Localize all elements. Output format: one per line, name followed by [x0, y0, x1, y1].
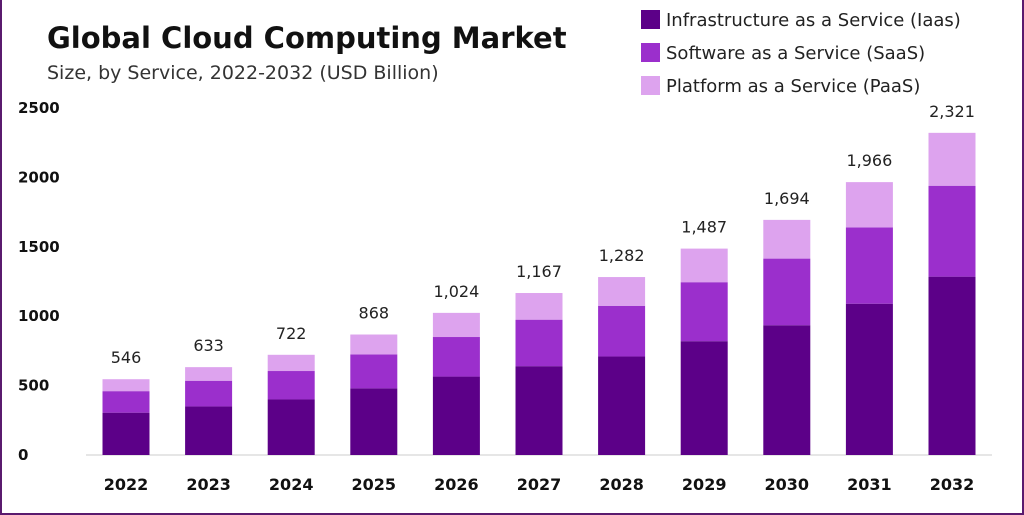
y-tick-label: 2500 — [18, 99, 60, 117]
x-tick-label-2032: 2032 — [930, 475, 975, 494]
total-label-2030: 1,694 — [764, 189, 810, 208]
bar-saas-2023 — [185, 380, 233, 407]
legend-label-paas: Platform as a Service (PaaS) — [666, 76, 920, 97]
total-label-2028: 1,282 — [599, 246, 645, 265]
total-label-2027: 1,167 — [516, 262, 562, 281]
total-label-2024: 722 — [276, 324, 307, 343]
bar-iaas-2028 — [598, 356, 646, 455]
bar-paas-2023 — [185, 367, 233, 381]
y-tick-label: 500 — [18, 377, 49, 395]
bar-iaas-2025 — [350, 388, 398, 455]
bar-paas-2027 — [515, 293, 563, 320]
legend-label-saas: Software as a Service (SaaS) — [666, 43, 925, 64]
bar-iaas-2026 — [432, 376, 480, 455]
total-label-2025: 868 — [359, 304, 390, 323]
bar-saas-2031 — [845, 227, 893, 304]
total-label-2029: 1,487 — [681, 218, 727, 237]
legend-swatch-iaas — [641, 10, 660, 29]
x-tick-label-2026: 2026 — [434, 475, 479, 494]
bar-iaas-2022 — [102, 412, 150, 455]
total-label-2026: 1,024 — [433, 282, 479, 301]
bar-paas-2028 — [598, 277, 646, 306]
legend-swatch-paas — [641, 76, 660, 95]
bar-paas-2030 — [763, 219, 811, 259]
y-tick-label: 0 — [18, 446, 28, 464]
bar-iaas-2031 — [845, 303, 893, 455]
chart-subtitle: Size, by Service, 2022-2032 (USD Billion… — [47, 62, 439, 84]
bar-iaas-2029 — [680, 341, 728, 455]
bars — [102, 132, 976, 455]
x-tick-label-2027: 2027 — [517, 475, 562, 494]
bar-saas-2032 — [928, 185, 976, 277]
bar-iaas-2027 — [515, 366, 563, 455]
legend: Infrastructure as a Service (Iaas) Softw… — [641, 10, 961, 97]
bar-paas-2024 — [267, 354, 315, 372]
x-tick-label-2023: 2023 — [186, 475, 231, 494]
bar-paas-2026 — [432, 312, 480, 338]
legend-swatch-saas — [641, 43, 660, 62]
x-axis: 2022 2023 2024 2025 2026 2027 2028 2029 2030 2031… — [104, 475, 975, 494]
bar-iaas-2030 — [763, 325, 811, 455]
total-label-2032: 2,321 — [929, 102, 975, 121]
bar-saas-2027 — [515, 319, 563, 367]
chart-title: Global Cloud Computing Market — [47, 21, 567, 55]
total-label-2023: 633 — [193, 336, 224, 355]
bar-saas-2025 — [350, 354, 398, 389]
bar-paas-2031 — [845, 182, 893, 228]
total-label-2031: 1,966 — [846, 151, 892, 170]
bar-paas-2029 — [680, 248, 728, 283]
legend-label-iaas: Infrastructure as a Service (Iaas) — [666, 10, 961, 31]
x-tick-label-2031: 2031 — [847, 475, 892, 494]
total-label-2022: 546 — [111, 348, 142, 367]
x-tick-label-2025: 2025 — [352, 475, 397, 494]
bar-paas-2022 — [102, 379, 150, 392]
bar-saas-2022 — [102, 391, 150, 413]
y-axis: 0 500 1000 1500 2000 2500 — [18, 99, 60, 464]
bar-saas-2024 — [267, 371, 315, 400]
bar-paas-2025 — [350, 334, 398, 355]
y-tick-label: 2000 — [18, 168, 60, 186]
bar-saas-2030 — [763, 258, 811, 326]
x-tick-label-2028: 2028 — [599, 475, 644, 494]
bar-saas-2028 — [598, 305, 646, 357]
y-tick-label: 1500 — [18, 238, 60, 256]
bar-iaas-2032 — [928, 276, 976, 455]
bar-saas-2026 — [432, 337, 480, 377]
y-tick-label: 1000 — [18, 307, 60, 325]
total-labels: 546 633 722 868 1,024 1,167 1,282 1,487 1,694 1,9… — [111, 102, 975, 367]
bar-iaas-2024 — [267, 399, 315, 455]
x-tick-label-2022: 2022 — [104, 475, 149, 494]
bar-saas-2029 — [680, 282, 728, 342]
bar-paas-2032 — [928, 132, 976, 186]
x-tick-label-2029: 2029 — [682, 475, 727, 494]
bar-iaas-2023 — [185, 406, 233, 455]
x-tick-label-2024: 2024 — [269, 475, 314, 494]
x-tick-label-2030: 2030 — [765, 475, 810, 494]
